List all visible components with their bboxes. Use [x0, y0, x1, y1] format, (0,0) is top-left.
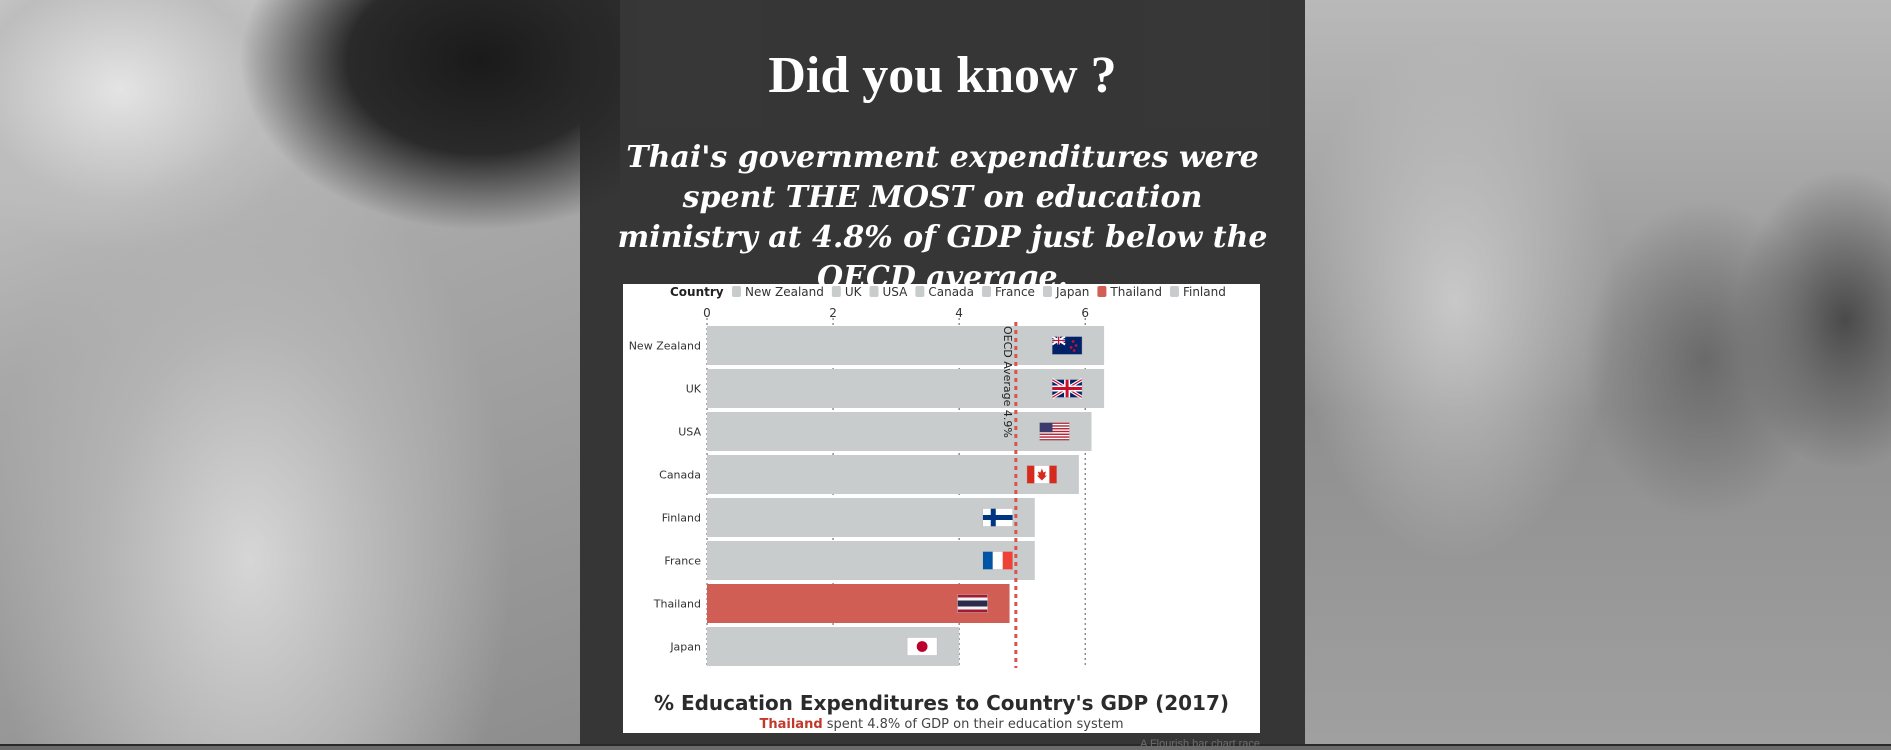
y-category-label: Canada	[659, 469, 701, 482]
thailand-flag-icon	[957, 594, 988, 613]
bottom-divider	[0, 744, 1891, 746]
y-category-label: UK	[686, 383, 702, 396]
legend-swatch[interactable]	[869, 286, 879, 297]
legend-item[interactable]: Thailand	[1109, 285, 1162, 299]
x-tick-label: 0	[703, 306, 711, 320]
x-tick-label: 6	[1081, 306, 1089, 320]
legend-swatch[interactable]	[732, 286, 741, 297]
background-right-photo	[1305, 0, 1891, 746]
legend-swatch[interactable]	[831, 286, 841, 297]
y-category-label: Finland	[662, 512, 701, 525]
chart-subtitle-highlight: Thailand	[759, 717, 823, 732]
new-zealand-flag-icon	[1051, 335, 1083, 355]
chart-subtitle-text: spent 4.8% of GDP on their education sys…	[822, 717, 1124, 732]
x-tick-label: 4	[955, 306, 963, 320]
legend-swatch[interactable]	[1042, 286, 1052, 297]
bar-canada[interactable]	[707, 455, 1079, 494]
legend-item[interactable]: France	[995, 285, 1035, 299]
bar-uk[interactable]	[707, 369, 1105, 408]
x-tick-label: 2	[829, 306, 837, 320]
france-flag-icon	[982, 551, 1014, 570]
oecd-average-label: OECD Average 4.9%	[1001, 326, 1014, 438]
legend-swatch[interactable]	[1097, 286, 1107, 297]
legend-item[interactable]: UK	[845, 285, 863, 299]
legend-swatch[interactable]	[982, 286, 992, 297]
legend-item[interactable]: Japan	[1055, 285, 1089, 299]
legend-item[interactable]: Canada	[928, 285, 974, 299]
bar-usa[interactable]	[707, 412, 1092, 451]
usa-flag-icon	[1039, 422, 1070, 441]
flourish-credit[interactable]: A Flourish bar chart race	[1140, 738, 1260, 750]
legend-item[interactable]: USA	[883, 285, 909, 299]
y-category-label: France	[664, 555, 701, 568]
bar-france[interactable]	[707, 541, 1035, 580]
chart-card: Country New Zealand UK USA Canada France Japan…	[623, 284, 1260, 733]
legend-swatch[interactable]	[1169, 286, 1179, 297]
background-hair-shape	[150, 0, 620, 330]
bar-chart: Country New Zealand UK USA Canada France Japan…	[629, 285, 1226, 668]
legend-item[interactable]: Finland	[1183, 285, 1226, 299]
canada-flag-icon	[1026, 465, 1058, 484]
uk-flag-icon	[1051, 377, 1083, 400]
headline: Did you know ?	[768, 47, 1117, 104]
chart-title: % Education Expenditures to Country's GD…	[653, 691, 1230, 715]
chart-subtitle: Thailand spent 4.8% of GDP on their educ…	[623, 717, 1260, 732]
legend-item[interactable]: New Zealand	[745, 285, 824, 299]
y-category-label: USA	[678, 426, 701, 439]
legend-swatch[interactable]	[915, 286, 925, 297]
y-category-label: New Zealand	[629, 340, 701, 353]
finland-flag-icon	[982, 508, 1014, 527]
y-category-label: Japan	[669, 641, 701, 654]
legend-title: Country	[670, 285, 724, 299]
japan-flag-icon	[906, 637, 938, 656]
bar-new-zealand[interactable]	[707, 326, 1105, 365]
subheadline: Thai's government expenditures were spen…	[617, 140, 1268, 295]
y-category-label: Thailand	[653, 598, 701, 611]
bar-finland[interactable]	[707, 498, 1035, 537]
